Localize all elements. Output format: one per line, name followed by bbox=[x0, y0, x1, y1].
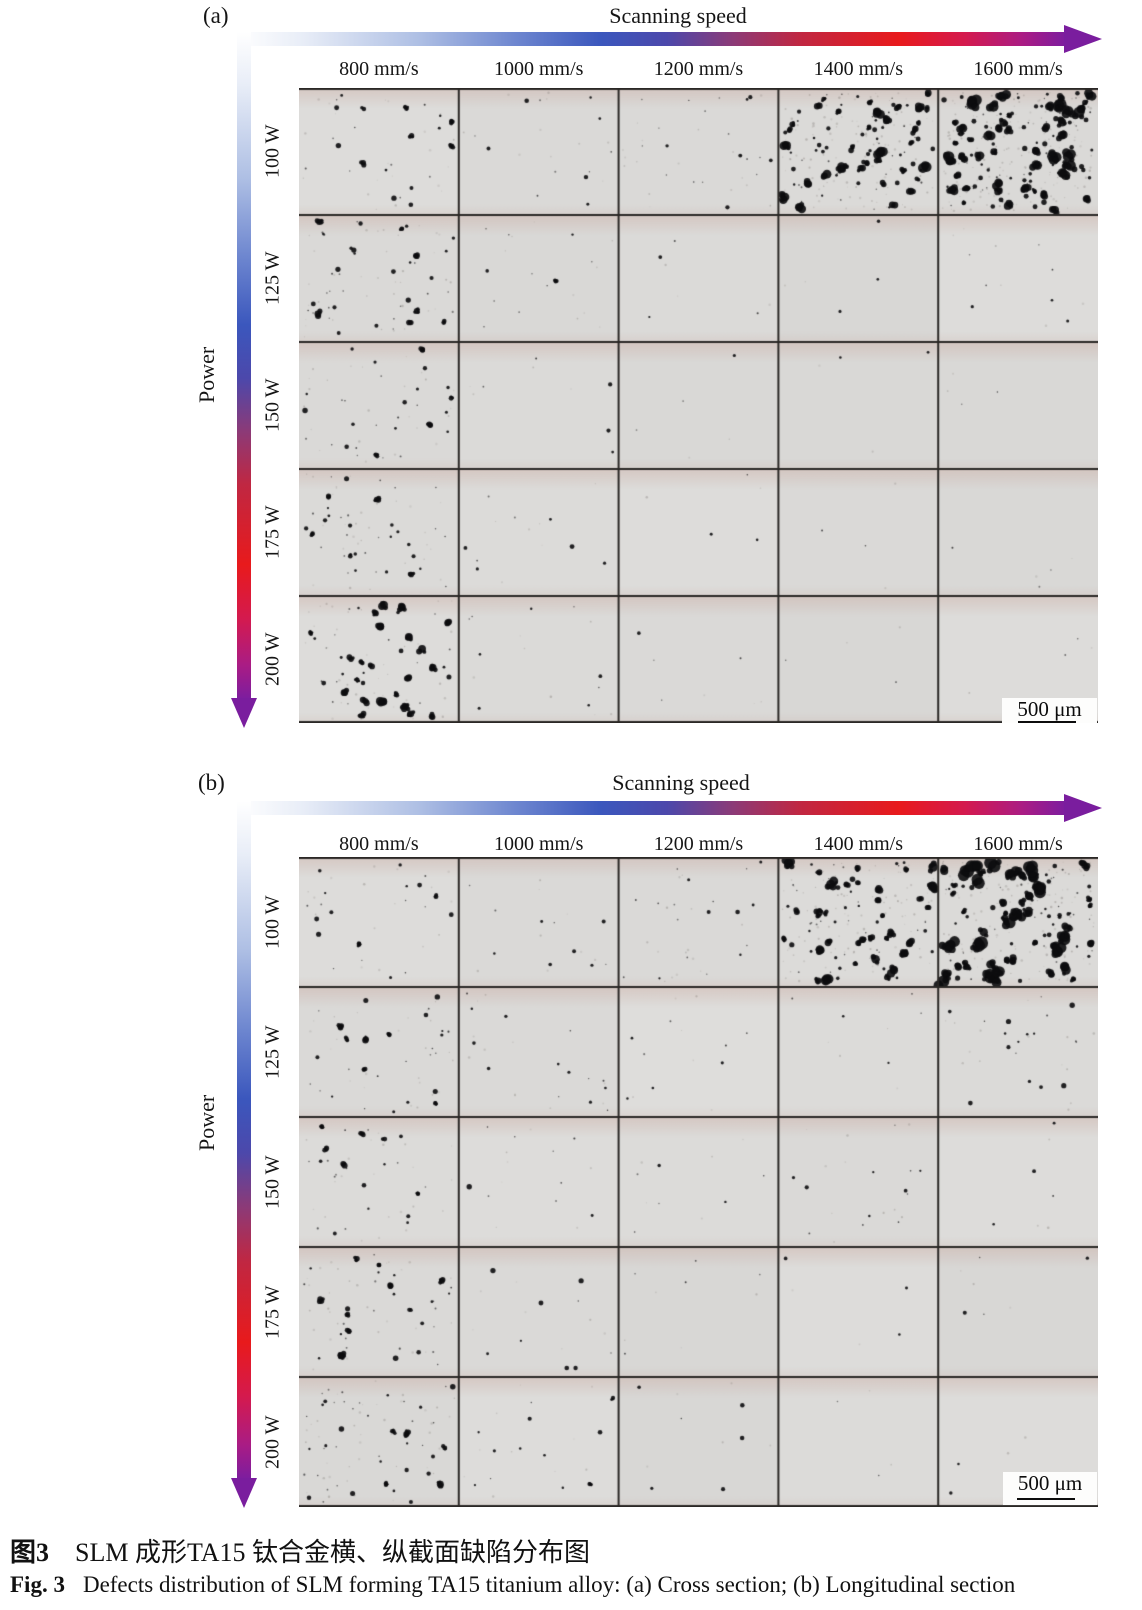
panel-b-y-axis-title: Power bbox=[194, 1094, 219, 1152]
col-header-800: 800 mm/s bbox=[339, 58, 419, 80]
panel-a-down-arrowhead-icon bbox=[231, 698, 257, 728]
panel-b-right-arrowhead-icon bbox=[1064, 794, 1102, 822]
panel-b-scanning-speed-gradient-bar bbox=[237, 801, 1064, 815]
panel-b-label: (b) bbox=[198, 770, 225, 795]
panel-a-scanning-speed-gradient-bar bbox=[237, 32, 1064, 46]
caption-english: Fig. 3 Defects distribution of SLM formin… bbox=[10, 1572, 1015, 1598]
panel-b-scale-bar: 500 μm bbox=[1003, 1472, 1097, 1505]
panel-b-down-arrowhead-icon bbox=[231, 1478, 257, 1508]
panel-a-x-axis-title: Scanning speed bbox=[609, 3, 747, 28]
row-label-200w: 200 W bbox=[261, 1415, 284, 1469]
col-header-1400: 1400 mm/s bbox=[813, 58, 904, 80]
row-label-175w: 175 W bbox=[261, 505, 284, 560]
caption-chinese-label: 图3 bbox=[10, 1538, 50, 1567]
caption-english-text: Defects distribution of SLM forming TA15… bbox=[82, 1572, 1016, 1597]
row-label-150w: 150 W bbox=[261, 378, 284, 433]
panel-b-scale-bar-text: 500 μm bbox=[1017, 1471, 1083, 1495]
col-header-1400: 1400 mm/s bbox=[813, 833, 904, 855]
col-header-1000: 1000 mm/s bbox=[493, 58, 584, 80]
panel-a-label: (a) bbox=[203, 3, 229, 28]
col-header-1000: 1000 mm/s bbox=[493, 833, 584, 855]
col-header-1600: 1600 mm/s bbox=[973, 833, 1063, 855]
row-label-125w: 125 W bbox=[261, 251, 284, 306]
panel-a-right-arrowhead-icon bbox=[1064, 25, 1102, 53]
col-header-1200: 1200 mm/s bbox=[653, 833, 744, 855]
col-header-1200: 1200 mm/s bbox=[653, 58, 744, 80]
panel-a-column-headers: 800 mm/s 1000 mm/s 1200 mm/s 1400 mm/s 1… bbox=[299, 58, 1098, 81]
row-label-200w: 200 W bbox=[261, 632, 284, 687]
panel-a-scale-bar-line bbox=[1018, 721, 1076, 723]
row-label-150w: 150 W bbox=[261, 1155, 284, 1209]
panel-b-x-axis-title: Scanning speed bbox=[612, 770, 750, 795]
row-label-175w: 175 W bbox=[261, 1285, 284, 1339]
panel-b-column-headers: 800 mm/s 1000 mm/s 1200 mm/s 1400 mm/s 1… bbox=[299, 833, 1098, 856]
panel-a-scale-bar-text: 500 μm bbox=[1017, 697, 1082, 721]
row-label-100w: 100 W bbox=[261, 895, 284, 949]
panel-a-y-axis-title: Power bbox=[194, 346, 219, 404]
panel-b-scale-bar-line bbox=[1017, 1498, 1075, 1500]
caption-chinese: 图3 SLM 成形TA15 钛合金横、纵截面缺陷分布图 bbox=[10, 1532, 590, 1569]
panel-b-power-gradient-bar bbox=[237, 801, 251, 1478]
panel-a-power-gradient-bar bbox=[237, 32, 251, 698]
col-header-1600: 1600 mm/s bbox=[973, 58, 1063, 80]
panel-b-micrograph-grid bbox=[299, 857, 1098, 1507]
caption-english-label: Fig. 3 bbox=[10, 1572, 65, 1597]
col-header-800: 800 mm/s bbox=[339, 833, 419, 855]
row-label-125w: 125 W bbox=[261, 1025, 284, 1079]
row-label-100w: 100 W bbox=[261, 124, 284, 179]
panel-a-scale-bar: 500 μm bbox=[1002, 698, 1097, 723]
caption-chinese-text: SLM 成形TA15 钛合金横、纵截面缺陷分布图 bbox=[75, 1538, 591, 1567]
panel-a-micrograph-grid bbox=[299, 88, 1098, 723]
